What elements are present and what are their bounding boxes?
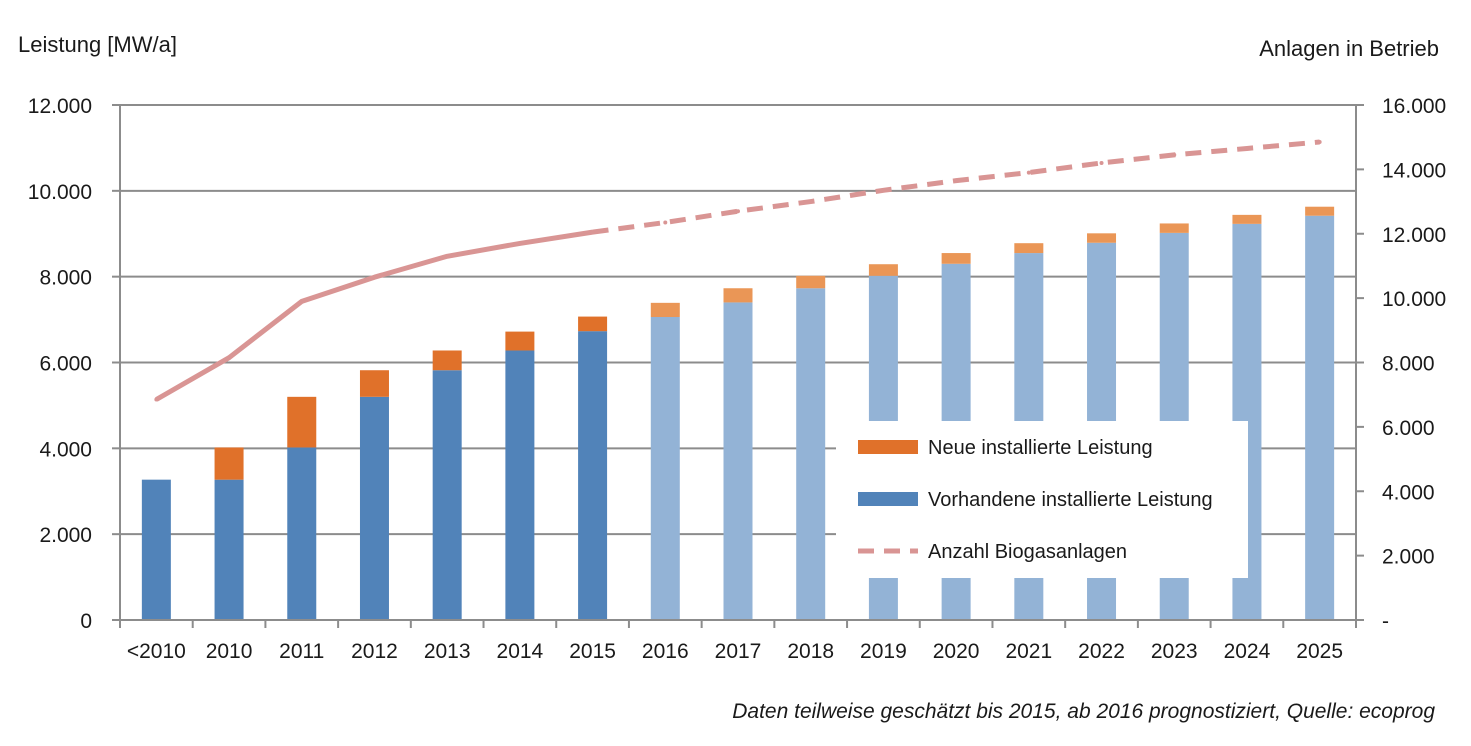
line-point bbox=[445, 254, 450, 259]
bar-vorhandene-leistung bbox=[359, 396, 389, 620]
bar-neue-leistung bbox=[1305, 206, 1335, 216]
line-series bbox=[154, 139, 1322, 402]
line-point bbox=[881, 188, 886, 193]
x-tick-label: 2023 bbox=[1151, 640, 1198, 663]
bar-neue-leistung bbox=[1159, 223, 1189, 233]
bar-neue-leistung bbox=[505, 331, 535, 351]
line-point bbox=[227, 355, 232, 360]
legend-swatch bbox=[858, 440, 918, 454]
y-left-tick-label: 6.000 bbox=[39, 353, 92, 376]
bar-vorhandene-leistung bbox=[1305, 215, 1335, 620]
x-tick-label: 2015 bbox=[569, 640, 616, 663]
bar-neue-leistung bbox=[868, 264, 898, 276]
legend-label: Anzahl Biogasanlagen bbox=[928, 541, 1127, 563]
bar-vorhandene-leistung bbox=[432, 370, 462, 620]
y-right-tick-label: 12.000 bbox=[1382, 224, 1446, 247]
bar-neue-leistung bbox=[287, 396, 317, 448]
x-tick-label: 2013 bbox=[424, 640, 471, 663]
bar-neue-leistung bbox=[1014, 243, 1044, 254]
x-tick-label: 2020 bbox=[933, 640, 980, 663]
line-point bbox=[954, 178, 959, 183]
x-tick-label: 2012 bbox=[351, 640, 398, 663]
bar-vorhandene-leistung bbox=[578, 331, 608, 620]
bar-neue-leistung bbox=[578, 316, 608, 332]
line-anlagen-forecast bbox=[592, 139, 1320, 235]
x-tick-label: 2022 bbox=[1078, 640, 1125, 663]
y-right-tick-label: 8.000 bbox=[1382, 353, 1435, 376]
line-point bbox=[154, 397, 159, 402]
bar-vorhandene-leistung bbox=[287, 447, 317, 620]
x-tick-label: 2011 bbox=[279, 640, 324, 663]
y-left-tick-label: 10.000 bbox=[28, 181, 92, 204]
y-left-tick-label: 12.000 bbox=[28, 95, 92, 118]
y-left-tick-label: 0 bbox=[80, 610, 92, 633]
line-point bbox=[1099, 160, 1104, 165]
y-right-tick-label: 16.000 bbox=[1382, 95, 1446, 118]
bar-vorhandene-leistung bbox=[214, 479, 244, 620]
x-tick-label: 2010 bbox=[206, 640, 253, 663]
legend-label: Neue installierte Leistung bbox=[928, 437, 1153, 459]
y-right-tick-label: 2.000 bbox=[1382, 546, 1435, 569]
line-point bbox=[372, 275, 377, 280]
line-point bbox=[1317, 140, 1322, 145]
bar-neue-leistung bbox=[941, 253, 971, 264]
line-point bbox=[663, 220, 668, 225]
x-tick-label: 2024 bbox=[1224, 640, 1271, 663]
y-right-tick-label: 4.000 bbox=[1382, 481, 1435, 504]
bar-neue-leistung bbox=[650, 302, 680, 318]
x-tick-label: 2017 bbox=[715, 640, 762, 663]
y-right-tick-label: 6.000 bbox=[1382, 417, 1435, 440]
bar-vorhandene-leistung bbox=[141, 479, 171, 620]
bar-vorhandene-leistung bbox=[650, 317, 680, 620]
bar-neue-leistung bbox=[359, 370, 389, 397]
bar-neue-leistung bbox=[723, 288, 753, 303]
bar-neue-leistung bbox=[1087, 233, 1117, 243]
legend-label: Vorhandene installierte Leistung bbox=[928, 489, 1213, 511]
legend: Neue installierte Leistung Vorhandene ins… bbox=[836, 421, 1248, 578]
y-right-tick-label: 14.000 bbox=[1382, 159, 1446, 182]
y-right-tick-label: - bbox=[1382, 610, 1389, 633]
y-axis-right-title: Anlagen in Betrieb bbox=[1259, 36, 1439, 61]
x-tick-label: 2025 bbox=[1296, 640, 1343, 663]
bar-neue-leistung bbox=[1232, 214, 1262, 224]
line-point bbox=[808, 199, 813, 204]
source-note: Daten teilweise geschätzt bis 2015, ab 2… bbox=[732, 700, 1435, 723]
x-tick-label: <2010 bbox=[127, 640, 186, 663]
line-point bbox=[1244, 146, 1249, 151]
bar-vorhandene-leistung bbox=[505, 350, 535, 620]
line-point bbox=[590, 230, 595, 235]
line-point bbox=[299, 299, 304, 304]
x-tick-label: 2021 bbox=[1005, 640, 1052, 663]
line-point bbox=[517, 241, 522, 246]
x-tick-label: 2014 bbox=[497, 640, 544, 663]
x-tick-label: 2016 bbox=[642, 640, 689, 663]
bar-vorhandene-leistung bbox=[723, 302, 753, 620]
x-tick-label: 2019 bbox=[860, 640, 907, 663]
y-left-tick-label: 4.000 bbox=[39, 438, 92, 461]
line-point bbox=[1172, 152, 1177, 157]
line-point bbox=[736, 209, 740, 214]
bar-neue-leistung bbox=[214, 447, 244, 480]
y-left-tick-label: 2.000 bbox=[39, 524, 92, 547]
y-right-tick-label: 10.000 bbox=[1382, 288, 1446, 311]
y-left-tick-label: 8.000 bbox=[39, 267, 92, 290]
axes: 0 2.000 4.000 6.000 8.000 10.000 12.000 - 2.000 4… bbox=[28, 95, 1446, 663]
y-axis-left-title: Leistung [MW/a] bbox=[18, 32, 177, 57]
bar-vorhandene-leistung bbox=[796, 288, 826, 620]
line-point bbox=[1026, 170, 1031, 175]
legend-swatch bbox=[858, 492, 918, 506]
bar-neue-leistung bbox=[796, 275, 826, 289]
x-tick-label: 2018 bbox=[787, 640, 834, 663]
bar-neue-leistung bbox=[432, 350, 462, 371]
